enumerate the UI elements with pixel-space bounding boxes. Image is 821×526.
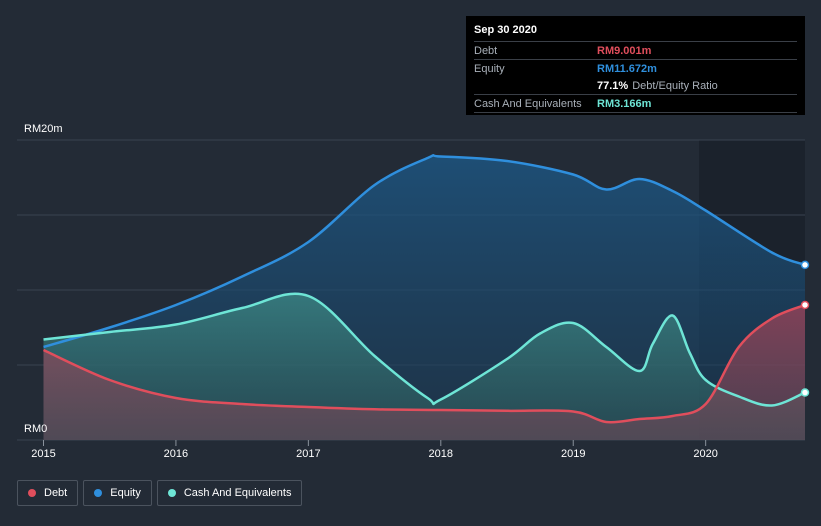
tooltip-row-cash: Cash And Equivalents RM3.166m	[474, 94, 797, 113]
y-tick-label-zero: RM0	[24, 423, 47, 435]
x-tick-label-2019: 2019	[561, 448, 585, 460]
chart-legend: Debt Equity Cash And Equivalents	[17, 480, 303, 506]
tooltip-debt-value: RM9.001m	[597, 44, 652, 57]
equity-end-marker	[800, 260, 810, 270]
x-axis: 2015 2016 2017 2018 2019 2020	[31, 440, 718, 460]
x-tick-label-2018: 2018	[429, 448, 453, 460]
x-tick-label-2015: 2015	[31, 448, 55, 460]
x-tick-label-2017: 2017	[296, 448, 320, 460]
y-tick-label-max: RM20m	[24, 123, 63, 135]
tooltip-equity-label: Equity	[474, 62, 505, 75]
data-tooltip: Sep 30 2020 Debt RM9.001m Equity RM11.67…	[466, 16, 805, 115]
cash-line	[43, 292, 806, 407]
legend-dot-debt	[28, 489, 36, 497]
equity-line	[43, 154, 806, 349]
legend-item-cash[interactable]: Cash And Equivalents	[156, 480, 303, 506]
legend-label-cash: Cash And Equivalents	[183, 487, 292, 499]
x-tick-label-2020: 2020	[693, 448, 717, 460]
tooltip-equity-value: RM11.672m	[597, 62, 657, 75]
tooltip-ratio-label: Debt/Equity Ratio	[632, 79, 718, 92]
tooltip-ratio-value: 77.1%	[597, 79, 629, 92]
tooltip-row-equity: Equity RM11.672m	[474, 59, 797, 77]
legend-item-equity[interactable]: Equity	[83, 480, 152, 506]
tooltip-cash-value: RM3.166m	[597, 97, 652, 110]
debt-line	[42, 303, 806, 424]
cash-end-marker	[800, 388, 810, 397]
legend-label-debt: Debt	[44, 487, 68, 499]
tooltip-row-debt: Debt RM9.001m	[474, 41, 797, 59]
x-tick-label-2016: 2016	[164, 448, 188, 460]
legend-dot-equity	[94, 489, 103, 497]
legend-label-equity: Equity	[110, 487, 141, 499]
tooltip-row-ratio: 77.1% Debt/Equity Ratio	[474, 77, 797, 94]
debt-area	[43, 305, 805, 440]
tooltip-cash-label: Cash And Equivalents	[474, 97, 582, 110]
tooltip-date: Sep 30 2020	[474, 24, 537, 36]
debt-end-marker	[800, 300, 810, 310]
legend-item-debt[interactable]: Debt	[17, 480, 79, 506]
tooltip-debt-label: Debt	[474, 44, 498, 57]
legend-dot-cash	[167, 489, 176, 497]
